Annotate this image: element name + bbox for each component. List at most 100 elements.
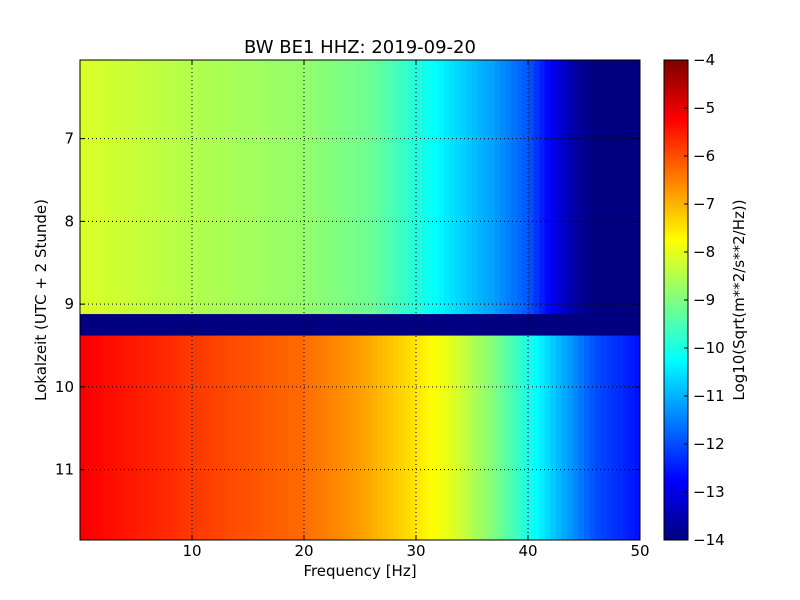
heatmap-cell	[320, 314, 327, 337]
heatmap-cell	[130, 314, 137, 337]
heatmap-cell	[505, 60, 512, 315]
heatmap-cell	[315, 335, 322, 540]
heatmap-cell	[382, 335, 389, 540]
heatmap-cell	[231, 314, 238, 337]
heatmap-cell	[164, 314, 171, 337]
heatmap-cell	[460, 335, 467, 540]
heatmap-cell	[343, 60, 350, 315]
heatmap-cell	[136, 314, 143, 337]
heatmap-cell	[494, 314, 501, 337]
heatmap-cell	[186, 60, 193, 315]
heatmap-cell	[578, 60, 585, 315]
heatmap-cell	[516, 314, 523, 337]
heatmap-cell	[399, 335, 406, 540]
heatmap-cell	[281, 314, 288, 337]
heatmap-cell	[550, 314, 557, 337]
heatmap-cell	[348, 314, 355, 337]
heatmap-cell	[460, 60, 467, 315]
heatmap-cell	[432, 314, 439, 337]
heatmap-cell	[292, 314, 299, 337]
y-axis-ticks: 7 8 9 10 11	[55, 130, 640, 479]
heatmap-cell	[410, 314, 417, 337]
heatmap-cell	[203, 60, 210, 315]
heatmap-cell	[393, 314, 400, 337]
heatmap-cell	[438, 60, 445, 315]
heatmap-cell	[259, 314, 266, 337]
heatmap-cell	[147, 314, 154, 337]
heatmap-cell	[276, 60, 283, 315]
heatmap-cell	[309, 335, 316, 540]
heatmap-cell	[421, 314, 428, 337]
heatmap-cell	[528, 60, 535, 315]
heatmap-cell	[584, 314, 591, 337]
heatmap-cell	[253, 60, 260, 315]
heatmap-cell	[388, 60, 395, 315]
heatmap-cell	[309, 314, 316, 337]
heatmap-cell	[108, 60, 115, 315]
heatmap-cell	[466, 60, 473, 315]
heatmap-cell	[236, 335, 243, 540]
colorbar-tick-label: −8	[693, 243, 715, 261]
heatmap-cell	[500, 314, 507, 337]
heatmap-cell	[427, 314, 434, 337]
heatmap-cell	[544, 314, 551, 337]
heatmap-cell	[494, 60, 501, 315]
heatmap-cell	[287, 314, 294, 337]
heatmap-cell	[169, 335, 176, 540]
heatmap-cell	[438, 335, 445, 540]
heatmap-cell	[399, 314, 406, 337]
heatmap-cell	[304, 335, 311, 540]
heatmap-cell	[544, 335, 551, 540]
heatmap-cell	[500, 60, 507, 315]
x-axis-ticks: 10 20 30 40 50	[182, 60, 650, 560]
heatmap-cell	[483, 335, 490, 540]
heatmap-cell	[309, 60, 316, 315]
heatmap-cell	[91, 60, 98, 315]
heatmap-cell	[612, 335, 619, 540]
heatmap-cell	[488, 60, 495, 315]
heatmap-cell	[455, 314, 462, 337]
x-tick-label: 30	[406, 542, 425, 560]
heatmap-cell	[236, 60, 243, 315]
heatmap-cell	[242, 60, 249, 315]
heatmap-cell	[371, 60, 378, 315]
heatmap-cell	[108, 335, 115, 540]
heatmap-cell	[136, 335, 143, 540]
heatmap-cell	[427, 335, 434, 540]
heatmap-cell	[516, 60, 523, 315]
heatmap-cell	[164, 335, 171, 540]
heatmap-cell	[343, 335, 350, 540]
heatmap-cell	[124, 314, 131, 337]
heatmap-cell	[449, 60, 456, 315]
heatmap-cell	[572, 335, 579, 540]
heatmap-cell	[477, 314, 484, 337]
heatmap-cell	[617, 335, 624, 540]
heatmap-cell	[348, 60, 355, 315]
heatmap-cell	[427, 60, 434, 315]
heatmap-cell	[315, 60, 322, 315]
heatmap-cell	[192, 335, 199, 540]
heatmap-cell	[589, 314, 596, 337]
heatmap-cell	[533, 314, 540, 337]
x-axis-label: Frequency [Hz]	[303, 562, 416, 580]
heatmap-cell	[320, 335, 327, 540]
heatmap-cell	[556, 314, 563, 337]
heatmap-cell	[388, 335, 395, 540]
heatmap-cell	[404, 335, 411, 540]
heatmap-cell	[169, 60, 176, 315]
heatmap-cell	[488, 335, 495, 540]
heatmap-cell	[119, 335, 126, 540]
plot-frame	[79, 59, 641, 541]
colorbar-tick-label: −13	[693, 483, 725, 501]
heatmap-cell	[259, 60, 266, 315]
heatmap-cell	[584, 60, 591, 315]
heatmap-cell	[544, 60, 551, 315]
heatmap-cell	[214, 314, 221, 337]
heatmap-cell	[634, 335, 640, 540]
heatmap-cell	[623, 335, 630, 540]
colorbar-tick-label: −12	[693, 435, 725, 453]
heatmap-cell	[505, 314, 512, 337]
heatmap-cell	[186, 335, 193, 540]
heatmap-cell	[130, 60, 137, 315]
heatmap-cell	[270, 60, 277, 315]
